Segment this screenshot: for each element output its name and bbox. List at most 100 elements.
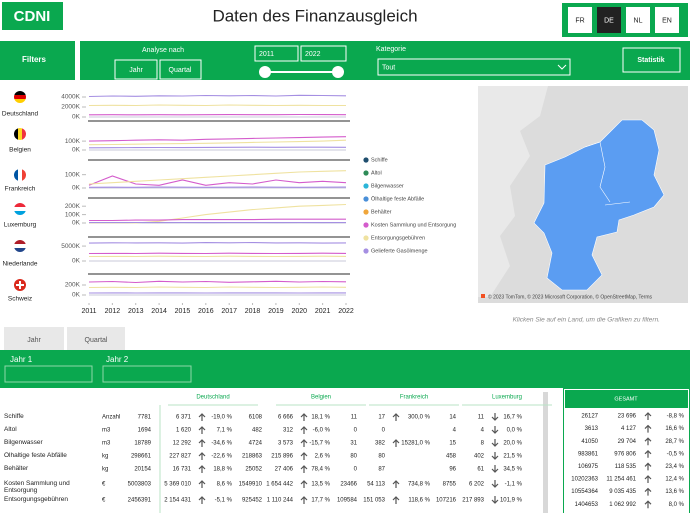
legend-swatch [363,157,369,163]
scrollbar[interactable] [543,392,548,513]
column-header: Belgien [311,395,331,401]
y-tick-label: 2000K [61,104,80,111]
total-change: -0,5 % [667,451,685,457]
legend-swatch [363,248,369,254]
cell-year2: 54 113 [367,482,386,488]
total-year1: 26127 [581,414,598,420]
cell-year2: 3 573 [278,441,294,447]
language-button[interactable] [568,7,592,33]
trend-arrow [644,475,652,483]
y-tick-label: 200K [65,282,81,289]
series-line [88,286,347,289]
cell-year1: 80 [350,454,357,460]
country-label: Frankreich [5,186,36,193]
series-line [88,241,347,244]
cell-change: 300,0 % [408,415,431,421]
tab-quartal-label: Quartal [85,337,108,344]
trend-arrow [198,452,206,460]
language-button[interactable] [626,7,650,33]
year2-input[interactable] [102,365,192,383]
trend-arrow [300,413,308,421]
series-line [88,146,347,149]
cell-year1: 96 [449,467,456,473]
category-value: Tout [382,64,395,71]
total-change: -8,8 % [667,414,685,420]
analyse-jahr[interactable] [114,59,158,80]
series-line [88,94,347,98]
trend-arrow [491,439,499,447]
trend-arrow [644,412,652,420]
filters-button[interactable] [0,41,75,80]
table: Deutschland Belgien Frankreich Luxemburg Sch… [4,395,552,504]
cell-year1: 5003803 [128,482,152,488]
cell-change: 34,5 % [503,467,522,473]
statistik-label: Statistik [637,57,664,64]
trend-arrow [300,465,308,473]
category-dropdown[interactable] [377,58,571,76]
trend-arrow [300,452,308,460]
y-tick-label: 0K [72,114,81,121]
y-tick-label: 5000K [61,243,80,250]
trend-arrow [644,487,652,496]
total-year1: 41050 [581,439,598,445]
cell-year1: 1694 [138,428,152,434]
statistik-button[interactable] [622,47,681,73]
x-tick-label: 2015 [175,308,191,315]
language-button[interactable] [597,7,621,33]
cell-year1: 23466 [340,482,357,488]
dropdown-chevron [557,64,567,70]
cell-year1: 0 [354,428,358,434]
total-panel [563,388,690,513]
x-tick-label: 2020 [291,308,307,315]
year-to[interactable] [300,45,347,62]
total-year2: 976 806 [614,451,636,457]
slider-handle[interactable] [259,66,271,78]
trend-arrow [644,462,652,471]
map-caption: Klicken Sie auf ein Land, um die Grafike… [513,317,661,324]
series-line [88,170,347,185]
analyse-quartal[interactable] [159,59,202,80]
total-year2: 9 035 435 [609,489,636,495]
y-tick-label: 100K [65,138,81,145]
cell-year2: 0 [382,428,386,434]
y-tick-label: 0K [72,147,81,154]
filters-label: Filters [22,55,47,64]
trend-arrow [392,496,400,504]
trend-arrow [392,439,400,447]
cell-year2: 11 [478,415,485,421]
year-from[interactable] [254,45,299,62]
tab-jahr[interactable] [4,327,64,350]
map-selected-countries[interactable] [533,119,665,291]
cell-year1: 4724 [249,441,263,447]
flag-lu [14,203,26,215]
trend-arrow [198,480,206,488]
country-label: Schweiz [8,296,32,303]
cell-year1: 7781 [138,415,152,421]
year1-input[interactable] [4,365,93,383]
trend-arrow [198,496,206,504]
tab-quartal[interactable] [67,327,125,350]
language-button[interactable] [655,7,679,33]
country-label: Deutschland [2,111,39,118]
trend-arrow [198,465,206,473]
cell-change: 0,0 % [507,428,523,434]
year-from-text: 2011 [259,51,274,58]
row-unit: Anzahl [102,415,120,421]
trend-arrow [198,426,206,434]
cell-change: 78,4 % [311,467,330,473]
x-tick-label: 2012 [105,308,121,315]
flag-be [14,128,26,140]
row-label: Kosten Sammlung und Entsorgung [4,479,70,495]
legend-swatch [363,196,369,202]
slider-handle[interactable] [332,66,344,78]
cell-year2: 1 654 442 [266,482,293,488]
legend-swatch [363,209,369,215]
series-line [88,175,347,186]
flag-ch [14,279,26,291]
row-label-box: Schiffe [4,413,24,420]
legend-label: Bilgenwasser [371,183,404,189]
y-tick-label: 100K [65,171,81,178]
x-tick-label: 2018 [245,308,261,315]
cell-year2: 17 [378,415,385,421]
cell-change: -19,0 % [211,415,232,421]
